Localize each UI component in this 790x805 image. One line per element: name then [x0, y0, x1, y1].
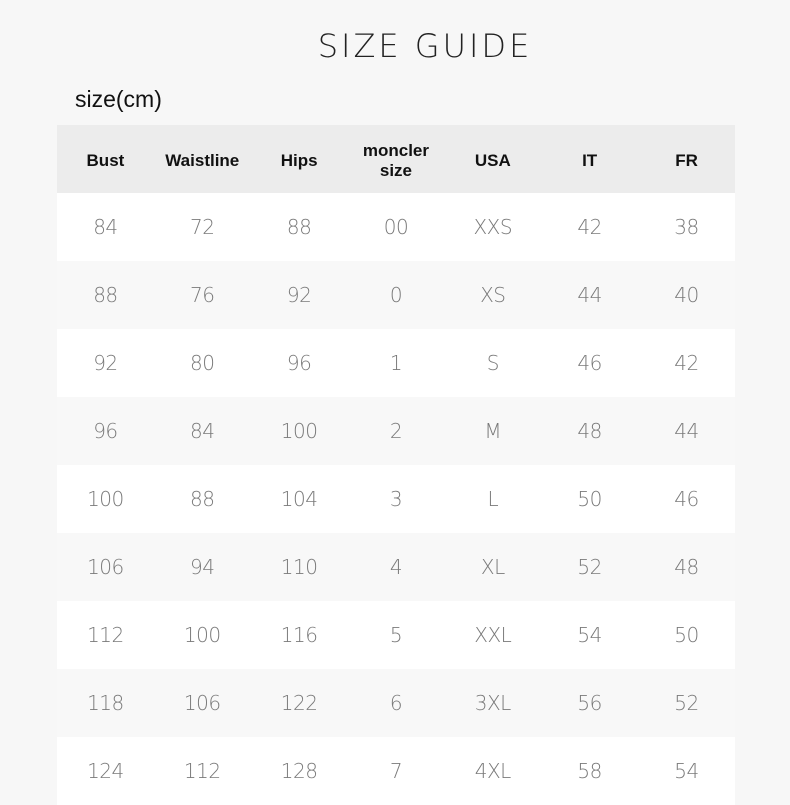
table-cell: 42	[674, 351, 699, 375]
table-cell: 4	[389, 555, 403, 579]
table-row: 92 80 96 1 S 46 42	[57, 329, 735, 397]
table-cell: 76	[190, 283, 215, 307]
table-cell: XXS	[473, 215, 513, 239]
table-cell: 106	[183, 691, 221, 715]
table-cell: 124	[87, 759, 124, 783]
table-cell: 92	[286, 283, 312, 307]
table-cell: 110	[280, 555, 318, 579]
header-row: Bust Waistline Hips moncler size USA IT FR	[57, 125, 735, 193]
table-cell: 42	[577, 215, 602, 239]
table-cell: XXL	[474, 623, 512, 647]
table-cell: 116	[280, 623, 318, 647]
unit-label: size(cm)	[75, 86, 162, 112]
table-cell: 5	[389, 623, 403, 647]
table-cell: 100	[280, 419, 318, 443]
table-cell: 7	[389, 759, 403, 783]
table-cell: 50	[674, 623, 699, 647]
table-cell: 106	[87, 555, 124, 579]
table-row: 118 106 122 6 3XL 56 52	[57, 669, 735, 737]
column-header: Bust	[86, 151, 125, 170]
table-cell: 128	[280, 759, 318, 783]
table-cell: 104	[280, 487, 318, 511]
table-cell: 1	[389, 351, 403, 375]
table-cell: L	[487, 487, 499, 511]
table-cell: 40	[674, 283, 699, 307]
table-cell: 58	[577, 759, 602, 783]
table-cell: 72	[190, 215, 215, 239]
table-cell: 48	[674, 555, 699, 579]
table-row: 84 72 88 00 XXS 42 38	[57, 193, 735, 261]
table-cell: 6	[389, 691, 403, 715]
table-cell: 50	[577, 487, 602, 511]
table-cell: 80	[190, 351, 215, 375]
column-header: Waistline	[165, 151, 240, 170]
table-cell: 52	[577, 555, 602, 579]
table-cell: XS	[480, 283, 506, 307]
size-table: Bust Waistline Hips moncler size USA IT FR 84 7…	[57, 125, 735, 805]
table-cell: 38	[674, 215, 699, 239]
table-cell: 46	[577, 351, 602, 375]
table-cell: 100	[183, 623, 221, 647]
table-cell: 118	[87, 691, 124, 715]
table-cell: 112	[87, 623, 124, 647]
table-cell: 4XL	[474, 759, 512, 783]
table-cell: 0	[389, 283, 403, 307]
table-cell: XL	[480, 555, 505, 579]
table-row: 106 94 110 4 XL 52 48	[57, 533, 735, 601]
column-header: Hips	[280, 151, 318, 170]
table-cell: 54	[674, 759, 699, 783]
table-cell: 52	[674, 691, 699, 715]
table-cell: M	[484, 419, 502, 443]
table-row: 88 76 92 0 XS 44 40	[57, 261, 735, 329]
table-cell: 48	[577, 419, 602, 443]
table-cell: 00	[383, 215, 409, 239]
table-row: 124 112 128 7 4XL 58 54	[57, 737, 735, 805]
table-cell: 94	[190, 555, 215, 579]
table-cell: 100	[87, 487, 124, 511]
column-header: USA	[474, 151, 511, 170]
table-row: 112 100 116 5 XXL 54 50	[57, 601, 735, 669]
table-cell: 88	[286, 215, 312, 239]
table-cell: 54	[577, 623, 602, 647]
table-cell: 84	[190, 419, 215, 443]
table-cell: 56	[577, 691, 602, 715]
column-header: moncler size	[362, 141, 430, 180]
page-title: SIZE GUIDE	[317, 27, 533, 65]
table-cell: 122	[280, 691, 318, 715]
table-cell: 46	[674, 487, 699, 511]
table-row: 100 88 104 3 L 50 46	[57, 465, 735, 533]
table-row: 96 84 100 2 M 48 44	[57, 397, 735, 465]
table-cell: 96	[93, 419, 118, 443]
table-cell: 84	[93, 215, 118, 239]
table-cell: 44	[674, 419, 699, 443]
table-cell: 3	[389, 487, 403, 511]
table-cell: 112	[183, 759, 221, 783]
table-cell: 3XL	[474, 691, 512, 715]
column-header: IT	[582, 151, 598, 170]
table-cell: 88	[190, 487, 215, 511]
table-cell: S	[486, 351, 500, 375]
table-cell: 44	[577, 283, 602, 307]
table-cell: 96	[286, 351, 312, 375]
table-cell: 2	[389, 419, 403, 443]
table-cell: 92	[93, 351, 118, 375]
column-header: FR	[675, 151, 698, 170]
table-cell: 88	[93, 283, 118, 307]
